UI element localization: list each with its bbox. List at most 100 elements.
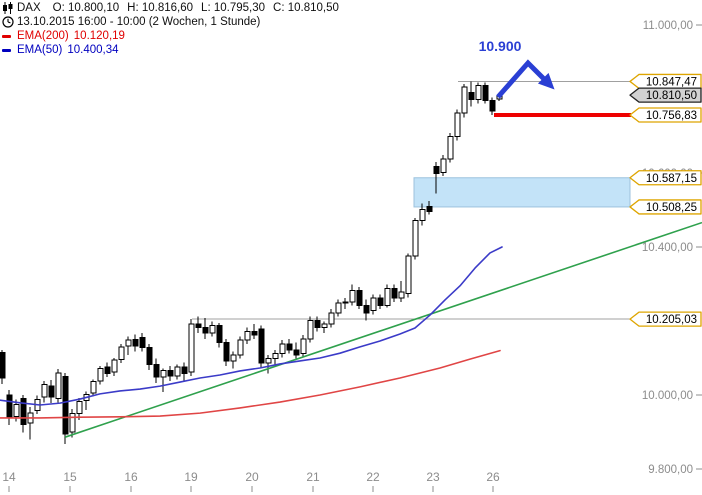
candle-body	[377, 297, 384, 306]
candle-body	[461, 86, 468, 114]
trendline[interactable]	[64, 221, 702, 438]
indicator-row-ema50[interactable]: EMA(50) 10.400,34	[2, 43, 339, 57]
ema50-value: 10.400,34	[67, 44, 119, 56]
level-price-tag[interactable]: 10.847,47	[629, 73, 702, 90]
price-tag-shape	[629, 170, 702, 186]
support-zone[interactable]	[413, 177, 631, 208]
candle-body	[447, 136, 454, 160]
candle-body	[391, 287, 398, 299]
candle-body	[6, 394, 13, 419]
candle-body	[272, 353, 279, 360]
time-axis-label: 16	[124, 470, 138, 484]
candle-body	[440, 158, 447, 173]
ema50-line[interactable]	[0, 246, 503, 406]
candle-body	[0, 351, 6, 379]
time-axis-label: 14	[2, 470, 16, 484]
ema200-value: 10.120,19	[73, 30, 125, 42]
time-axis-label: 23	[426, 470, 440, 484]
candlestick-icon	[2, 2, 17, 14]
candle-body	[202, 327, 209, 334]
price-axis-label: 9.800,00	[648, 464, 693, 476]
candle-body	[419, 208, 426, 221]
candle-body	[20, 398, 27, 426]
candle-body	[370, 297, 377, 312]
level-price-tag[interactable]: 10.205,03	[629, 311, 702, 327]
level-price-tag[interactable]: 10.508,25	[629, 199, 702, 215]
candle-body	[118, 346, 125, 360]
candle-body	[349, 290, 356, 303]
candle-body	[342, 301, 349, 304]
candle-body	[62, 376, 69, 435]
ema200-legend-dash	[2, 34, 11, 38]
close-value: C: 10.810,50	[273, 2, 339, 14]
target-price-annotation[interactable]: 10.900	[479, 38, 522, 54]
candle-body	[433, 165, 440, 175]
price-tag-shape	[629, 87, 702, 103]
candle-body	[69, 413, 76, 433]
candle-body	[139, 336, 146, 349]
level-price-tag[interactable]: 10.756,83	[629, 107, 702, 123]
candle-body	[13, 403, 20, 417]
candle-body	[195, 323, 202, 329]
level-price-tag[interactable]: 10.587,15	[629, 170, 702, 186]
ema200-line[interactable]	[0, 349, 501, 419]
chart-header: DAX O: 10.800,10 H: 10.816,60 L: 10.795,…	[2, 1, 339, 57]
high-value: H: 10.816,60	[127, 2, 194, 14]
candle-body	[132, 339, 139, 347]
clock-icon	[2, 16, 17, 28]
instrument-row: DAX O: 10.800,10 H: 10.816,60 L: 10.795,…	[2, 1, 339, 15]
candle-body	[174, 366, 181, 377]
candle-body	[237, 339, 244, 356]
candle-body	[335, 302, 342, 314]
candle-body	[160, 370, 167, 378]
ema50-legend-dash	[2, 48, 11, 52]
price-tag-value: 10.508,25	[646, 202, 697, 214]
candle-body	[265, 358, 272, 364]
price-tag-value: 10.810,50	[646, 90, 697, 102]
candle-body	[300, 338, 307, 355]
candle-body	[48, 385, 55, 398]
price-tag-shape	[629, 311, 702, 327]
candle-body	[244, 330, 251, 341]
candles	[0, 81, 503, 444]
candle-body	[258, 328, 265, 364]
price-tag-shape	[629, 73, 702, 90]
candle-body	[426, 205, 433, 212]
candle-body	[412, 219, 419, 257]
candle-body	[181, 366, 188, 375]
candle-body	[356, 290, 363, 306]
price-tag-shape	[629, 107, 702, 123]
candle-body	[321, 323, 328, 329]
price-tag-value: 10.205,03	[646, 314, 697, 326]
candle-body	[146, 347, 153, 366]
projection-arrow[interactable]	[496, 59, 555, 99]
candle-body	[468, 91, 475, 101]
candle-body	[111, 359, 118, 373]
period-row: 13.10.2015 16:00 - 10:00 (2 Wochen, 1 St…	[2, 15, 339, 29]
price-axis-label: 10.400,00	[642, 242, 693, 254]
candle-body	[76, 401, 83, 415]
candle-body	[125, 339, 132, 347]
period-label: 13.10.2015 16:00 - 10:00 (2 Wochen, 1 St…	[17, 16, 261, 28]
candle-body	[97, 367, 104, 382]
candle-body	[188, 323, 195, 373]
candle-body	[489, 99, 496, 112]
candle-body	[104, 366, 111, 375]
indicator-row-ema200[interactable]: EMA(200) 10.120,19	[2, 29, 339, 43]
candle-body	[475, 85, 482, 101]
price-tag-value: 10.847,47	[646, 76, 697, 88]
candle-body	[398, 291, 405, 299]
candle-body	[328, 312, 335, 325]
candle-body	[405, 255, 412, 295]
candle-body	[90, 381, 97, 394]
last-price-tag: 10.810,50	[629, 87, 702, 103]
candle-body	[384, 287, 391, 306]
time-axis-label: 20	[245, 470, 259, 484]
candle-body	[314, 319, 321, 329]
candle-body	[307, 319, 314, 340]
time-axis-label: 21	[306, 470, 320, 484]
price-axis-label: 11.000,00	[643, 20, 693, 32]
time-axis-label: 26	[486, 470, 500, 484]
